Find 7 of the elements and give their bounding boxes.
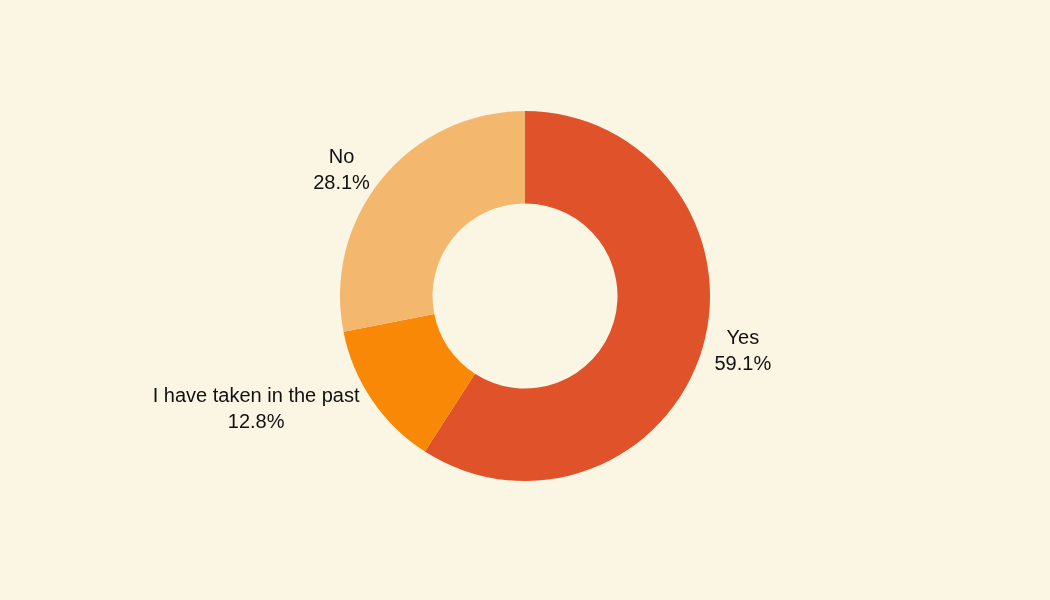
data-label: 59.1% bbox=[714, 352, 772, 375]
slice-label: I have taken in the past bbox=[152, 383, 360, 406]
donut-slice bbox=[424, 111, 710, 481]
data-label: 28.1% bbox=[313, 170, 371, 193]
data-label: 12.8% bbox=[227, 409, 285, 432]
slice-label: No bbox=[328, 144, 355, 167]
slice-label: Yes bbox=[726, 326, 760, 349]
